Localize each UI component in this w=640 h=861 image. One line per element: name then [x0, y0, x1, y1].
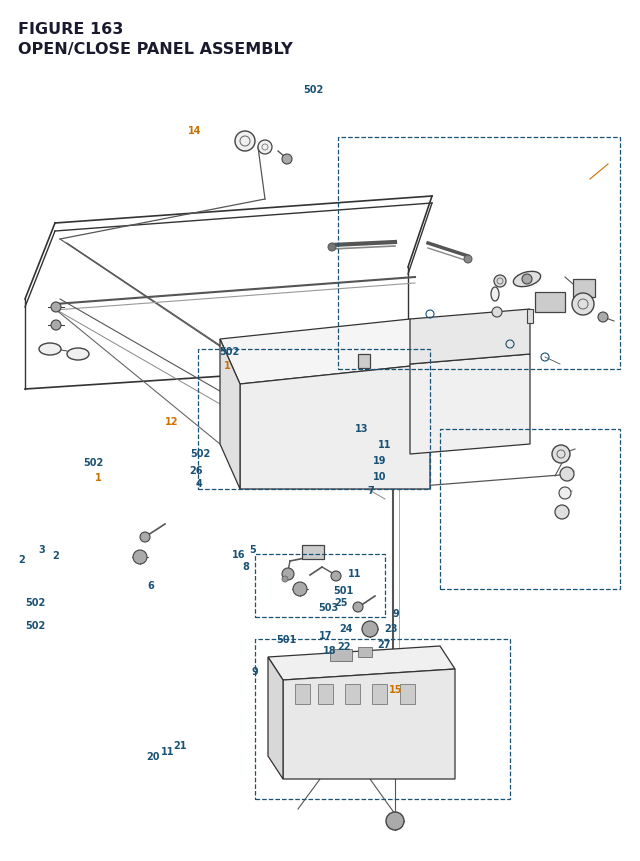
Text: 4: 4	[195, 478, 202, 488]
Circle shape	[258, 141, 272, 155]
Bar	[358, 647, 372, 657]
Circle shape	[282, 155, 292, 164]
Text: 20: 20	[146, 751, 159, 761]
Text: 10: 10	[372, 471, 386, 481]
Bar	[527, 310, 533, 324]
Circle shape	[282, 576, 288, 582]
Polygon shape	[268, 647, 455, 680]
Bar	[198, 350, 430, 489]
Circle shape	[328, 244, 336, 251]
Text: OPEN/CLOSE PANEL ASSEMBLY: OPEN/CLOSE PANEL ASSEMBLY	[18, 42, 292, 57]
Bar	[573, 280, 595, 298]
Bar	[535, 293, 565, 313]
Text: 12: 12	[165, 417, 179, 427]
Polygon shape	[220, 319, 430, 385]
Circle shape	[555, 505, 569, 519]
Bar	[255, 639, 510, 799]
Polygon shape	[220, 339, 240, 489]
Ellipse shape	[513, 272, 541, 288]
Text: 502: 502	[191, 449, 211, 459]
Text: 22: 22	[337, 641, 351, 651]
Text: 11: 11	[378, 439, 391, 449]
Circle shape	[552, 445, 570, 463]
Text: 2: 2	[18, 554, 25, 565]
Polygon shape	[240, 364, 430, 489]
Text: 21: 21	[173, 740, 186, 751]
Text: 9: 9	[393, 608, 400, 618]
Circle shape	[386, 812, 404, 830]
Circle shape	[331, 572, 341, 581]
Bar	[255, 554, 385, 617]
Circle shape	[560, 468, 574, 481]
Circle shape	[140, 532, 150, 542]
Text: 9: 9	[252, 666, 259, 677]
Bar	[302, 545, 324, 560]
Circle shape	[133, 550, 147, 564]
Circle shape	[559, 487, 571, 499]
Polygon shape	[283, 669, 455, 779]
Bar	[318, 684, 333, 704]
Text: 23: 23	[384, 623, 397, 634]
Bar	[440, 430, 620, 589]
Bar	[345, 684, 360, 704]
Text: 501: 501	[276, 634, 297, 644]
Circle shape	[598, 313, 608, 323]
Text: 502: 502	[303, 84, 324, 95]
Circle shape	[522, 275, 532, 285]
Bar	[372, 684, 387, 704]
Polygon shape	[410, 310, 530, 364]
Text: 2: 2	[52, 550, 60, 561]
Ellipse shape	[67, 349, 89, 361]
Text: 8: 8	[242, 561, 249, 572]
Text: 1: 1	[224, 361, 231, 371]
Circle shape	[235, 132, 255, 152]
Circle shape	[492, 307, 502, 318]
Text: 26: 26	[189, 465, 202, 475]
Ellipse shape	[39, 344, 61, 356]
Text: 502: 502	[219, 346, 239, 356]
Text: 18: 18	[323, 645, 337, 655]
Text: 1: 1	[95, 473, 102, 483]
Text: 502: 502	[83, 457, 104, 468]
Text: 11: 11	[348, 568, 361, 579]
Text: 6: 6	[147, 580, 154, 591]
Text: 7: 7	[367, 486, 374, 496]
Bar	[330, 649, 352, 661]
Circle shape	[572, 294, 594, 316]
Text: FIGURE 163: FIGURE 163	[18, 22, 124, 37]
Text: 502: 502	[26, 598, 46, 608]
Text: 16: 16	[232, 549, 245, 560]
Text: 25: 25	[335, 598, 348, 608]
Text: 14: 14	[188, 126, 201, 136]
Text: 15: 15	[388, 684, 402, 694]
Circle shape	[282, 568, 294, 580]
Text: 5: 5	[250, 544, 257, 554]
Bar	[295, 684, 310, 704]
Text: 24: 24	[339, 623, 353, 634]
Text: 501: 501	[333, 585, 353, 596]
Circle shape	[293, 582, 307, 597]
Text: 502: 502	[26, 620, 46, 630]
Circle shape	[353, 603, 363, 612]
Text: 27: 27	[378, 639, 391, 649]
Text: 3: 3	[38, 544, 45, 554]
Polygon shape	[268, 657, 283, 779]
Text: 11: 11	[161, 746, 175, 756]
Ellipse shape	[491, 288, 499, 301]
Bar	[338, 138, 620, 369]
Circle shape	[494, 276, 506, 288]
Text: 13: 13	[355, 424, 369, 434]
Circle shape	[51, 320, 61, 331]
Bar	[358, 355, 370, 369]
Circle shape	[362, 622, 378, 637]
Bar	[400, 684, 415, 704]
Circle shape	[464, 256, 472, 263]
Circle shape	[51, 303, 61, 313]
Text: 19: 19	[372, 455, 386, 466]
Text: 17: 17	[319, 630, 332, 641]
Text: 503: 503	[319, 602, 339, 612]
Polygon shape	[410, 355, 530, 455]
